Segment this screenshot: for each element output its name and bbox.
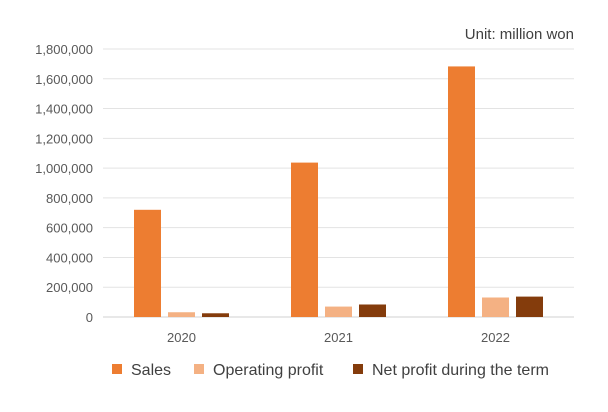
x-tick-label: 2021: [324, 330, 353, 345]
y-tick-label: 1,200,000: [35, 131, 93, 146]
legend-label: Operating profit: [213, 362, 324, 379]
unit-label: Unit: million won: [465, 26, 574, 43]
x-tick-label: 2022: [481, 330, 510, 345]
y-tick-label: 1,600,000: [35, 72, 93, 87]
bar-net-profit-during-the-term-2021: [359, 304, 386, 317]
x-tick-label: 2020: [167, 330, 196, 345]
y-tick-label: 1,000,000: [35, 161, 93, 176]
legend-swatch: [194, 364, 204, 374]
legend-label: Net profit during the term: [372, 362, 549, 379]
y-tick-label: 0: [86, 310, 93, 325]
bar-sales-2020: [134, 209, 161, 317]
bar-net-profit-during-the-term-2022: [516, 296, 543, 317]
bar-net-profit-during-the-term-2020: [202, 313, 229, 317]
bar-sales-2022: [448, 66, 475, 317]
legend-swatch: [112, 364, 122, 374]
bar-operating-profit-2021: [325, 306, 352, 317]
bars: [134, 66, 543, 317]
legend-label: Sales: [131, 362, 171, 379]
y-tick-label: 200,000: [46, 280, 93, 295]
legend-swatch: [353, 364, 363, 374]
y-tick-label: 1,400,000: [35, 102, 93, 117]
gridlines: [103, 48, 574, 318]
legend: Sales Operating profit Net profit during t…: [112, 362, 549, 379]
bar-operating-profit-2022: [482, 297, 509, 317]
y-tick-label: 400,000: [46, 250, 93, 265]
y-tick-label: 600,000: [46, 221, 93, 236]
y-tick-label: 800,000: [46, 191, 93, 206]
x-axis-ticks: 2020 2021 2022: [167, 330, 510, 345]
y-axis-ticks: 0 200,000 400,000 600,000 800,000 1,000,000 1,…: [35, 42, 93, 325]
y-tick-label: 1,800,000: [35, 42, 93, 57]
bar-sales-2021: [291, 162, 318, 317]
bar-operating-profit-2020: [168, 312, 195, 317]
